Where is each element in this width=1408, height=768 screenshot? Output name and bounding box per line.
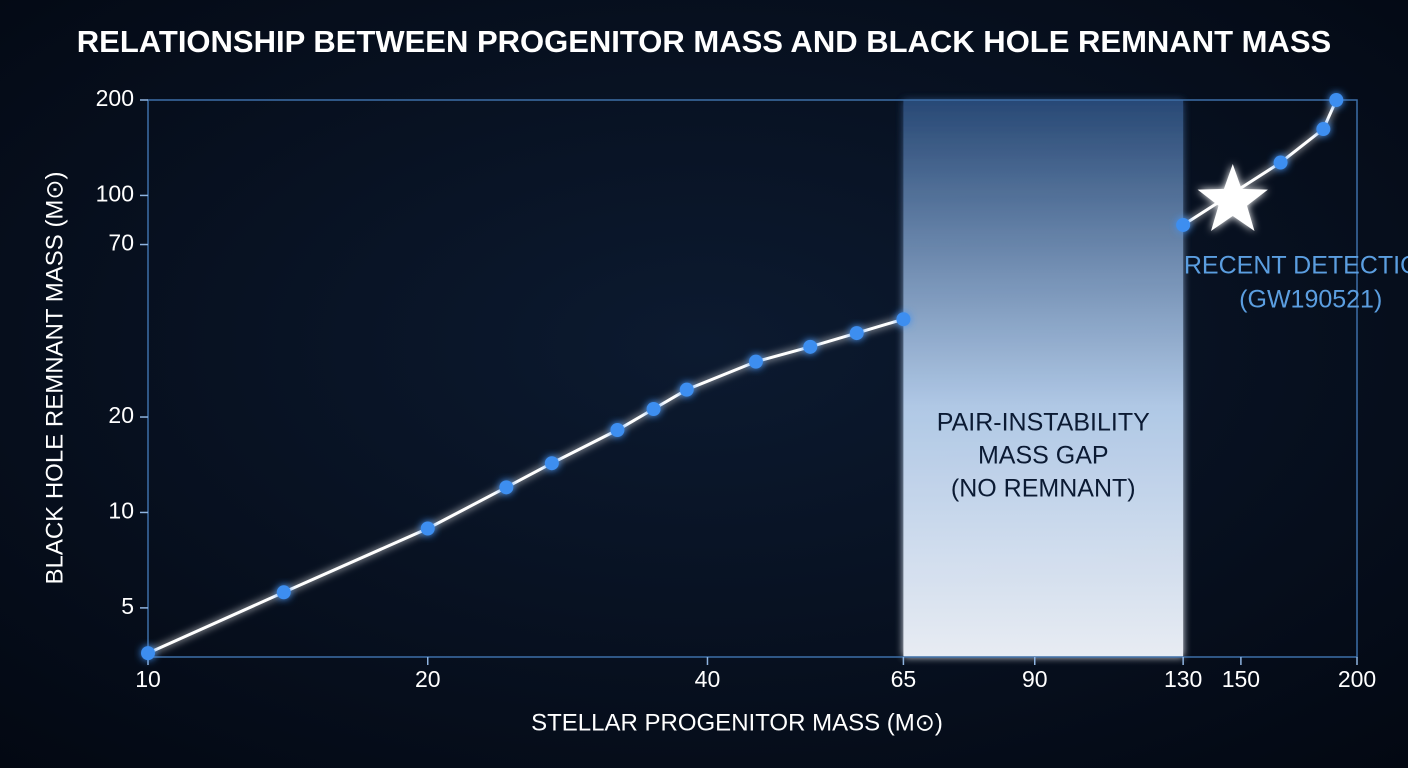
plot-frame <box>147 99 1358 658</box>
x-tick-label: 65 <box>891 666 917 692</box>
highlight-star <box>1197 164 1268 231</box>
data-point <box>679 382 694 397</box>
x-tick-label: 10 <box>135 666 161 692</box>
shaded-region-label: MASS GAP <box>978 442 1109 470</box>
data-point <box>1329 93 1344 107</box>
y-tick-label: 200 <box>96 85 134 111</box>
series-line <box>147 317 904 655</box>
x-tick-label: 200 <box>1338 666 1376 692</box>
highlight-label: (GW190521) <box>1239 286 1382 314</box>
x-tick-label: 20 <box>415 666 441 692</box>
shaded-region <box>903 100 1184 657</box>
x-tick-label: 40 <box>695 666 721 692</box>
data-point <box>1176 217 1191 232</box>
plot-area: PAIR-INSTABILITY MASS GAP (NO REMNANT) 10 20… <box>96 85 1408 692</box>
data-point <box>499 480 514 495</box>
data-point <box>803 339 818 354</box>
data-point <box>896 312 911 327</box>
x-tick-label: 130 <box>1164 666 1202 692</box>
data-point <box>1316 122 1331 137</box>
chart-title: RELATIONSHIP BETWEEN PROGENITOR MASS AND… <box>77 24 1331 59</box>
data-point <box>420 521 435 536</box>
data-point <box>544 456 559 471</box>
x-axis-label: STELLAR PROGENITOR MASS (M⊙) <box>531 709 943 736</box>
highlight-label: RECENT DETECTION <box>1184 252 1408 280</box>
x-tick-label: 90 <box>1022 666 1048 692</box>
y-axis-label: BLACK HOLE REMNANT MASS (M⊙) <box>41 171 68 584</box>
y-tick-label: 10 <box>108 498 134 524</box>
x-tick-label: 150 <box>1222 666 1260 692</box>
y-tick-label: 5 <box>121 593 134 619</box>
y-tick-label: 100 <box>96 181 134 207</box>
data-point <box>849 326 864 341</box>
data-point <box>646 402 661 417</box>
shaded-region-label: PAIR-INSTABILITY <box>937 409 1150 437</box>
data-point <box>610 423 625 438</box>
data-point <box>276 585 291 600</box>
data-point <box>141 646 155 661</box>
y-tick-label: 20 <box>108 402 134 428</box>
shaded-region-label: (NO REMNANT) <box>951 475 1136 503</box>
y-tick-label: 70 <box>108 230 134 256</box>
data-point <box>748 354 763 369</box>
data-point <box>1273 155 1288 170</box>
